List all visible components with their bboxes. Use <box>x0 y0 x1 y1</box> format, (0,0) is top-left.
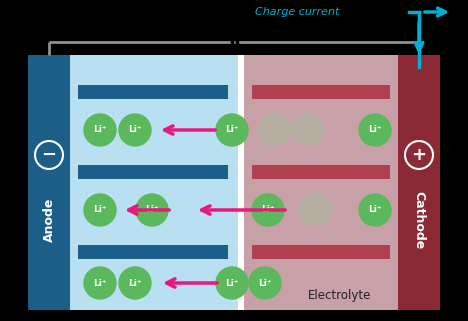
Circle shape <box>249 267 281 299</box>
Text: Li⁺: Li⁺ <box>368 205 382 214</box>
Circle shape <box>259 114 291 146</box>
Text: Li⁺: Li⁺ <box>93 205 107 214</box>
Circle shape <box>216 267 248 299</box>
Bar <box>244 55 398 310</box>
Text: +: + <box>411 146 426 164</box>
Text: Charge current: Charge current <box>255 7 339 17</box>
Text: Li⁺: Li⁺ <box>93 279 107 288</box>
Circle shape <box>292 114 324 146</box>
Circle shape <box>359 194 391 226</box>
Circle shape <box>119 267 151 299</box>
Text: Li⁺: Li⁺ <box>128 279 142 288</box>
Bar <box>238 55 244 310</box>
Bar <box>78 245 228 259</box>
Circle shape <box>252 194 284 226</box>
Circle shape <box>84 194 116 226</box>
Bar <box>252 85 390 99</box>
Text: Li⁺: Li⁺ <box>225 279 239 288</box>
Text: Electrolyte: Electrolyte <box>308 289 372 301</box>
Bar <box>78 165 228 179</box>
Circle shape <box>84 114 116 146</box>
Circle shape <box>299 194 331 226</box>
Text: Li⁺: Li⁺ <box>145 205 159 214</box>
Text: Anode: Anode <box>43 198 56 242</box>
Bar <box>252 245 390 259</box>
Circle shape <box>136 194 168 226</box>
Bar <box>28 55 70 310</box>
Bar <box>398 55 440 310</box>
Bar <box>252 165 390 179</box>
Circle shape <box>119 114 151 146</box>
Text: Li⁺: Li⁺ <box>93 126 107 134</box>
Circle shape <box>216 114 248 146</box>
Circle shape <box>359 114 391 146</box>
Text: −: − <box>42 146 57 164</box>
Bar <box>78 85 228 99</box>
Circle shape <box>84 267 116 299</box>
Text: Li⁺: Li⁺ <box>128 126 142 134</box>
Bar <box>70 55 238 310</box>
Text: Li⁺: Li⁺ <box>368 126 382 134</box>
Text: Li⁺: Li⁺ <box>261 205 275 214</box>
Text: Cathode: Cathode <box>412 191 425 249</box>
Text: Li⁺: Li⁺ <box>225 126 239 134</box>
Text: Li⁺: Li⁺ <box>258 279 272 288</box>
